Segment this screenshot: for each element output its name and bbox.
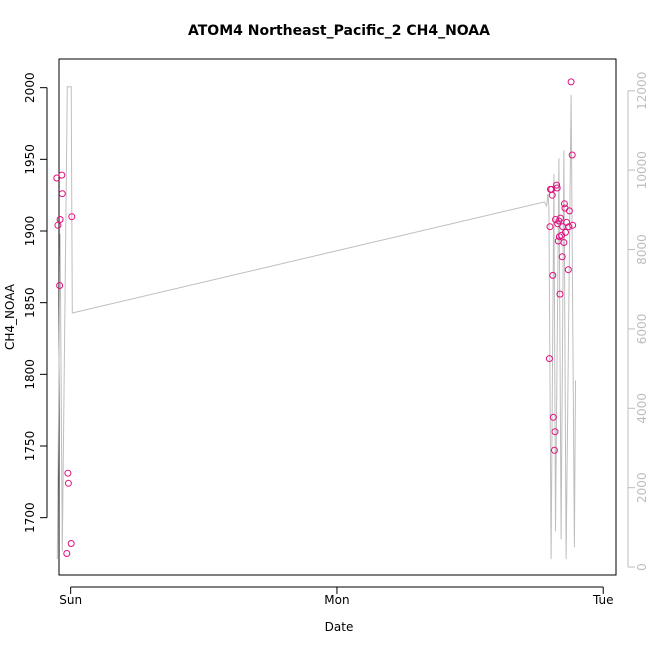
y2-tick-label: 2000 — [635, 472, 649, 503]
data-point — [63, 550, 71, 557]
data-point — [561, 204, 569, 212]
data-point — [563, 218, 571, 226]
data-point — [546, 223, 554, 231]
data-point — [560, 200, 568, 208]
data-point — [56, 216, 64, 223]
data-point — [553, 181, 561, 189]
y-tick-label: 1700 — [23, 502, 37, 533]
y2-tick-label: 6000 — [635, 314, 649, 345]
y2-tick-label: 0 — [635, 563, 649, 571]
axes-layer: 1700 1750 1800 1850 1900 1950 2000 0 2000 4000 600… — [23, 72, 649, 607]
x-tick-label: Mon — [324, 593, 349, 607]
plot-frame — [58, 58, 617, 576]
x-axis-label: Date — [325, 620, 354, 634]
data-point — [565, 223, 573, 231]
data-point — [545, 355, 553, 363]
data-point — [550, 446, 558, 454]
y-tick-label: 1800 — [23, 359, 37, 390]
chart-title: ATOM4 Northeast_Pacific_2 CH4_NOAA — [188, 23, 490, 39]
y2-tick-label: 12000 — [635, 72, 649, 110]
line-series — [56, 86, 576, 560]
y-tick-label: 1750 — [23, 431, 37, 462]
data-point — [64, 479, 72, 487]
y-tick-label: 1900 — [23, 216, 37, 247]
y2-tick-label: 10000 — [635, 151, 649, 189]
data-point — [551, 428, 559, 436]
data-point — [567, 78, 575, 86]
data-point — [549, 271, 557, 279]
data-point — [562, 228, 569, 236]
data-point — [64, 469, 72, 477]
data-point — [557, 214, 564, 222]
y-tick-label: 2000 — [23, 72, 37, 103]
data-point — [58, 190, 66, 198]
x-tick-label: Sun — [59, 593, 82, 607]
data-point — [548, 191, 556, 199]
line-layer — [56, 86, 576, 560]
data-point — [67, 540, 75, 547]
data-point — [556, 290, 564, 298]
data-point — [552, 216, 559, 223]
points-layer — [53, 78, 577, 557]
x-tick-label: Tue — [592, 593, 614, 607]
data-point — [68, 213, 76, 221]
data-point — [558, 253, 566, 261]
data-point — [553, 184, 561, 192]
y2-tick-label: 8000 — [635, 234, 649, 265]
y-axis-label: CH4_NOAA — [3, 283, 17, 350]
y-tick-label: 1850 — [23, 287, 37, 318]
data-point — [58, 171, 66, 179]
data-point — [56, 282, 64, 289]
y2-tick-label: 4000 — [635, 393, 649, 424]
data-point — [564, 266, 572, 274]
data-point — [53, 174, 61, 182]
data-point — [54, 221, 62, 229]
data-point — [565, 207, 573, 215]
data-point — [568, 151, 576, 159]
data-point — [549, 413, 557, 421]
y-tick-label: 1950 — [23, 144, 37, 175]
data-point — [569, 221, 577, 229]
data-point — [560, 239, 568, 246]
